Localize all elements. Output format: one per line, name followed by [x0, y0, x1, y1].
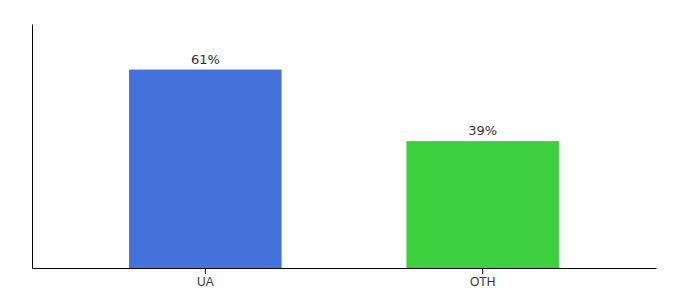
y-axis	[32, 25, 33, 269]
x-axis: UA OTH	[33, 268, 657, 289]
bar	[406, 141, 559, 268]
plot-area: UA OTH 61% 39%	[33, 25, 657, 289]
data-label: 39%	[468, 123, 497, 138]
x-tick: UA	[197, 268, 214, 289]
data-labels: 61% 39%	[191, 52, 497, 139]
chart: UA OTH 61% 39%	[0, 0, 680, 300]
x-tick: OTH	[470, 268, 495, 289]
x-tick-label: OTH	[470, 275, 495, 289]
x-tick-mark	[482, 268, 483, 274]
data-label: 61%	[191, 52, 220, 67]
bar	[129, 70, 282, 268]
x-tick-mark	[205, 268, 206, 274]
bars	[129, 70, 559, 268]
x-axis-line	[33, 268, 657, 269]
y-axis-line	[32, 25, 33, 269]
x-tick-label: UA	[197, 275, 214, 289]
